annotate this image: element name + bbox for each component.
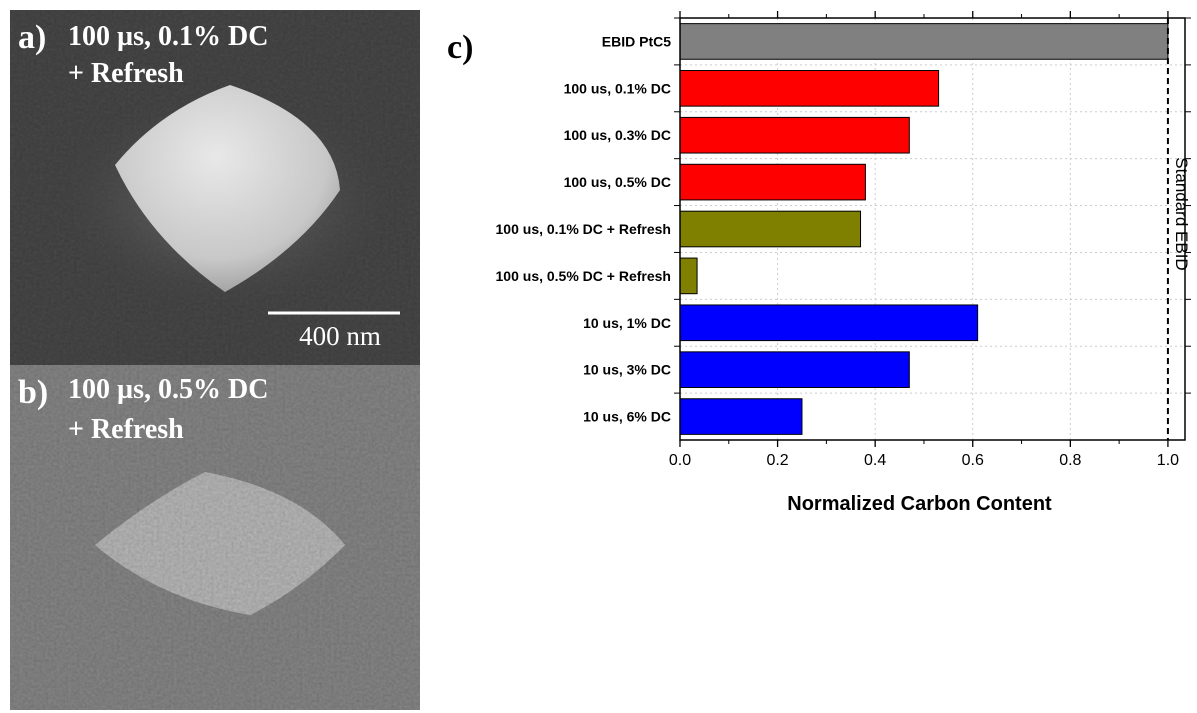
bar <box>680 24 1168 60</box>
bar-chart: 0.0 0.2 0.4 0.6 0.8 1.0 EBID PtC5 100 us, 0.1% … <box>496 11 1191 515</box>
figure: a) 100 µs, 0.1% DC + Refresh 400 nm b) 1… <box>0 0 1197 713</box>
x-axis-title: Normalized Carbon Content <box>787 493 1052 515</box>
x-tick-label: 0.0 <box>669 452 691 469</box>
x-tick-label: 1.0 <box>1157 452 1179 469</box>
panel-label: a) <box>18 19 46 56</box>
panel-caption: 100 µs, 0.1% DC <box>68 21 268 52</box>
panel-caption: 100 µs, 0.5% DC <box>68 374 268 405</box>
panel-label: b) <box>18 374 48 411</box>
panel-caption: + Refresh <box>68 58 184 89</box>
panel-caption: + Refresh <box>68 414 184 445</box>
bar <box>680 399 802 435</box>
x-tick-label: 0.8 <box>1059 452 1081 469</box>
bar <box>680 117 909 153</box>
y-tick-label: 10 us, 1% DC <box>583 315 671 331</box>
y-tick-label: 100 us, 0.1% DC + Refresh <box>496 221 671 237</box>
bar <box>680 71 939 107</box>
y-tick-label: 100 us, 0.5% DC <box>564 174 671 190</box>
bar <box>680 305 978 341</box>
bar <box>680 258 697 294</box>
panel-label: c) <box>447 29 473 66</box>
bar <box>680 164 865 200</box>
x-tick-label: 0.6 <box>962 452 984 469</box>
bar <box>680 352 909 388</box>
y-tick-label: 10 us, 3% DC <box>583 362 671 378</box>
y-tick-label: 100 us, 0.1% DC <box>564 80 671 96</box>
annotation: Standard EBID <box>1172 157 1191 270</box>
scale-bar-label: 400 nm <box>299 321 381 351</box>
y-tick-label: EBID PtC5 <box>602 33 671 49</box>
y-tick-label: 10 us, 6% DC <box>583 409 671 425</box>
x-tick-label: 0.4 <box>864 452 886 469</box>
y-tick-label: 100 us, 0.3% DC <box>564 127 671 143</box>
bar <box>680 211 861 247</box>
y-tick-label: 100 us, 0.5% DC + Refresh <box>496 268 671 284</box>
x-tick-label: 0.2 <box>766 452 788 469</box>
